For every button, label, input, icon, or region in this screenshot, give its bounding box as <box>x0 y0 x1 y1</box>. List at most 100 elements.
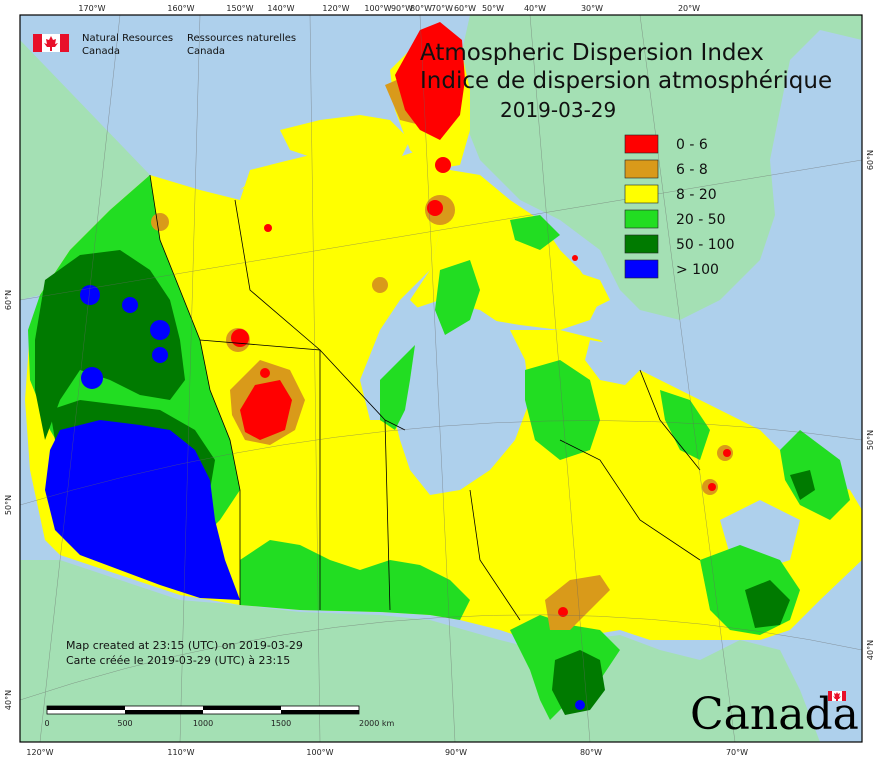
legend-swatch <box>624 259 659 279</box>
scale-label: 2000 km <box>359 719 395 728</box>
legend-label: 20 - 50 <box>676 212 726 228</box>
tick-label: 120°W <box>26 748 53 757</box>
tick-label: 80°W <box>580 748 602 757</box>
ontario-darkgreen <box>552 650 605 715</box>
red-cell <box>708 483 716 491</box>
tick-label: 40°N <box>866 640 875 660</box>
tick-label: 30°W <box>581 4 603 13</box>
tick-label: 100°W <box>364 4 391 13</box>
tick-label: 140°W <box>267 4 294 13</box>
wordmark-flag-left <box>828 691 832 701</box>
scale-label: 0 <box>44 719 49 728</box>
blue-cell <box>152 347 168 363</box>
canada-wordmark: Canada <box>690 689 859 740</box>
tick-label: 60°N <box>4 290 13 310</box>
tick-label: 120°W <box>322 4 349 13</box>
legend-label: 6 - 8 <box>676 162 708 178</box>
legend-swatch <box>624 159 659 179</box>
red-cell <box>427 200 443 216</box>
baffin-south <box>460 210 610 310</box>
legend-label: > 100 <box>676 262 719 278</box>
map-frame <box>19 14 863 743</box>
scale-label: 1500 <box>271 719 291 728</box>
ungava-bay <box>585 340 640 385</box>
tick-label: 70°W <box>726 748 748 757</box>
red-cell <box>558 607 568 617</box>
right-axis-ticks: 60°N 50°N 40°N <box>866 150 875 660</box>
tick-label: 50°N <box>866 430 875 450</box>
top-axis-ticks: 170°W 160°W 150°W 140°W 120°W 100°W 90°W… <box>78 4 700 13</box>
baffin-green <box>435 260 480 335</box>
tick-label: 160°W <box>167 4 194 13</box>
tick-label: 170°W <box>78 4 105 13</box>
prairie-green-south <box>240 540 470 620</box>
flag-bar-left <box>33 34 42 52</box>
agency-name-en-line2: Canada <box>82 46 120 57</box>
arctic-island-north <box>280 115 410 165</box>
tick-label: 40°N <box>4 690 13 710</box>
red-zone-athabasca <box>240 380 292 440</box>
hudson-bay <box>390 300 530 495</box>
tick-label: 90°W <box>445 748 467 757</box>
blue-cell <box>81 367 103 389</box>
tick-label: 50°N <box>4 495 13 515</box>
maritimes-darkgreen <box>745 580 790 628</box>
blue-cell <box>80 285 100 305</box>
agency-name-fr-line2: Canada <box>187 46 225 57</box>
tick-label: 100°W <box>306 748 333 757</box>
left-axis-ticks: 60°N 50°N 40°N <box>4 290 13 710</box>
blue-cell <box>122 297 138 313</box>
credit-fr: Carte créée le 2019-03-29 (UTC) à 23:15 <box>66 654 290 667</box>
map-title-fr: Indice de dispersion atmosphérique <box>420 68 832 94</box>
tick-label: 90°W <box>391 4 413 13</box>
red-cell <box>260 368 270 378</box>
tick-label: 150°W <box>226 4 253 13</box>
labrador-green <box>660 390 710 460</box>
tick-label: 110°W <box>167 748 194 757</box>
scale-label: 1000 <box>193 719 213 728</box>
newfoundland-green <box>780 430 850 520</box>
orange-cell <box>372 277 388 293</box>
map-date: 2019-03-29 <box>500 98 616 122</box>
province-borders <box>149 174 701 621</box>
bc-blue-zone <box>45 420 240 600</box>
legend: 0 - 6 6 - 8 8 - 20 20 - 50 50 - 100 > 10… <box>624 134 735 279</box>
blue-cell <box>575 700 585 710</box>
arctic-green-patch <box>510 215 560 250</box>
tick-label: 50°W <box>482 4 504 13</box>
usa-land <box>20 560 820 742</box>
orange-cell <box>151 213 169 231</box>
red-zone-ellesmere <box>395 22 465 140</box>
tick-label: 20°W <box>678 4 700 13</box>
greenland-land <box>460 15 862 320</box>
agency-name-fr-line1: Ressources naturelles <box>187 33 296 44</box>
red-cell <box>723 449 731 457</box>
legend-swatch <box>624 184 659 204</box>
scale-bar: 0 500 1000 1500 2000 km <box>44 705 395 728</box>
map-area[interactable] <box>20 15 862 742</box>
legend-label: 0 - 6 <box>676 137 708 153</box>
tick-label: 60°W <box>454 4 476 13</box>
nfld-darkgreen <box>790 470 815 500</box>
nrcan-logo: Natural Resources Canada Ressources natu… <box>33 33 296 57</box>
agency-name-en-line1: Natural Resources <box>82 33 173 44</box>
alaska-land <box>20 40 150 300</box>
tick-label: 70°W <box>431 4 453 13</box>
red-cell <box>264 224 272 232</box>
legend-label: 8 - 20 <box>676 187 717 203</box>
flag-bar-right <box>60 34 69 52</box>
legend-swatch <box>624 234 659 254</box>
maple-leaf-icon <box>44 36 58 51</box>
tick-label: 40°W <box>524 4 546 13</box>
bottom-axis-ticks: 120°W 110°W 100°W 90°W 80°W 70°W <box>26 748 748 757</box>
legend-label: 50 - 100 <box>676 237 735 253</box>
credit-en: Map created at 23:15 (UTC) on 2019-03-29 <box>66 639 303 652</box>
map-title-en: Atmospheric Dispersion Index <box>420 40 764 66</box>
red-cell <box>572 255 578 261</box>
maple-leaf-icon <box>833 692 841 701</box>
legend-swatch <box>624 134 659 154</box>
bc-darkgreen-zone <box>35 250 185 440</box>
red-cell <box>231 329 249 347</box>
